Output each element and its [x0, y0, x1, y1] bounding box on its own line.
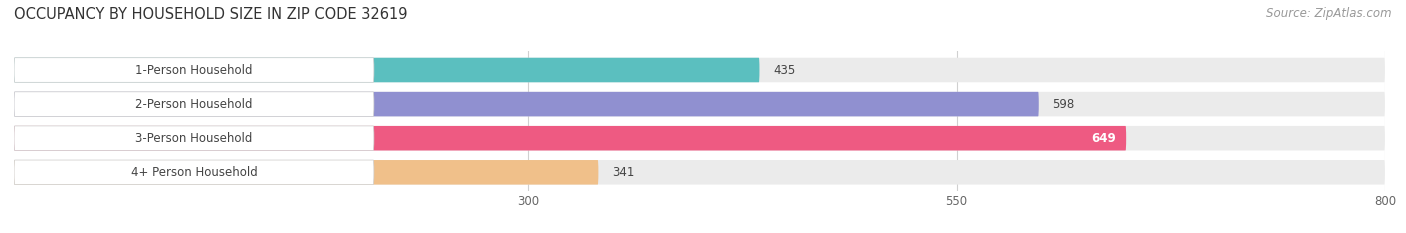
FancyBboxPatch shape	[14, 126, 374, 151]
FancyBboxPatch shape	[14, 58, 374, 82]
Text: OCCUPANCY BY HOUSEHOLD SIZE IN ZIP CODE 32619: OCCUPANCY BY HOUSEHOLD SIZE IN ZIP CODE …	[14, 7, 408, 22]
Text: 3-Person Household: 3-Person Household	[135, 132, 253, 145]
FancyBboxPatch shape	[14, 58, 759, 82]
Text: 435: 435	[773, 64, 796, 76]
FancyBboxPatch shape	[14, 126, 1385, 151]
FancyBboxPatch shape	[14, 92, 374, 116]
Text: 2-Person Household: 2-Person Household	[135, 98, 253, 111]
FancyBboxPatch shape	[14, 160, 374, 185]
Text: 1-Person Household: 1-Person Household	[135, 64, 253, 76]
Text: 341: 341	[612, 166, 634, 179]
Text: 649: 649	[1091, 132, 1116, 145]
FancyBboxPatch shape	[14, 126, 1126, 151]
Text: 4+ Person Household: 4+ Person Household	[131, 166, 257, 179]
Text: 598: 598	[1053, 98, 1074, 111]
Text: Source: ZipAtlas.com: Source: ZipAtlas.com	[1267, 7, 1392, 20]
FancyBboxPatch shape	[14, 160, 1385, 185]
FancyBboxPatch shape	[14, 92, 1039, 116]
FancyBboxPatch shape	[14, 92, 1385, 116]
FancyBboxPatch shape	[14, 160, 599, 185]
FancyBboxPatch shape	[14, 58, 1385, 82]
